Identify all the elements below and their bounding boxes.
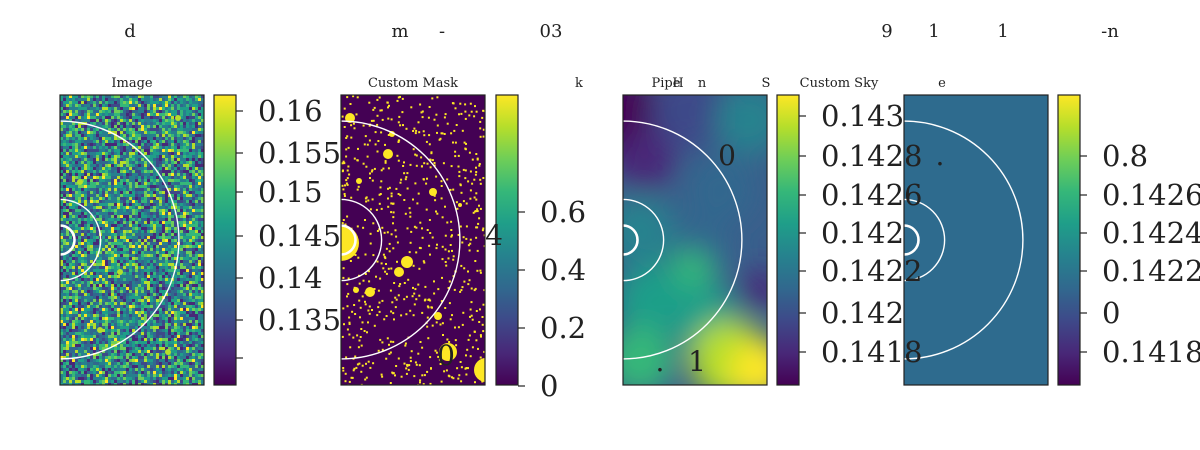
colorbar-gradient xyxy=(213,94,237,386)
top-label: - xyxy=(439,21,445,42)
colorbar-gradient xyxy=(776,94,800,386)
top-label: 1 xyxy=(997,21,1008,42)
colorbar-tick-label: 0 xyxy=(1102,296,1120,330)
colorbar-tick-label: 0 xyxy=(540,369,558,403)
colorbar-tick-label: 0.1428 xyxy=(821,139,922,173)
panel-title: Pipe xyxy=(652,76,681,91)
colorbar-tick-label: 0.1418 xyxy=(821,335,922,369)
colorbar-pipe: 0.143 0.1428 0.1426 0.142 0.1422 0.142 0.1418 xyxy=(776,94,922,386)
stray-label: . xyxy=(656,345,665,378)
panel-frame xyxy=(903,94,1049,386)
aperture-ring xyxy=(341,224,357,256)
panel-frame xyxy=(622,94,768,386)
colorbar-tick-label: 0.1418 xyxy=(1102,335,1200,369)
panel-frame xyxy=(340,94,486,386)
colorbar-tick-label: 0.1426 xyxy=(821,178,922,212)
stray-label: 1 xyxy=(688,345,706,378)
colorbar-tick-label: 0.1422 xyxy=(821,254,922,288)
aperture-ring xyxy=(60,120,180,360)
top-labels: d m - 03 9 1 1 -n xyxy=(124,21,1119,42)
aperture-ring xyxy=(341,198,383,282)
panel-frame xyxy=(59,94,205,386)
panel-custom-sky xyxy=(903,94,1049,386)
panel-pipe-sky xyxy=(622,94,768,386)
panel-image xyxy=(59,94,205,386)
colorbar-image: 0.16 0.155 0.15 0.145 0.14 0.135 xyxy=(213,94,341,386)
aperture-ring xyxy=(60,198,102,282)
stray-label: H xyxy=(672,76,683,91)
aperture-ring xyxy=(60,224,76,256)
top-label: 03 xyxy=(540,21,563,42)
stray-label: 0 xyxy=(718,139,736,172)
panel-title: Image xyxy=(111,76,153,91)
stray-label: 4 xyxy=(485,219,503,252)
colorbar-tick-label: 0.2 xyxy=(540,311,586,345)
top-label: -n xyxy=(1101,21,1119,42)
stray-label: e xyxy=(938,76,946,91)
colorbar-tick-label: 0.14 xyxy=(258,261,323,295)
colorbar-tick-label: 0.1422 xyxy=(1102,254,1200,288)
colorbar-tick-label: 0.8 xyxy=(1102,139,1148,173)
colorbar-tick-label: 0.142 xyxy=(821,296,904,330)
top-label: m xyxy=(391,21,408,42)
panel-title: Custom Sky xyxy=(800,76,879,91)
top-label: d xyxy=(124,21,136,42)
colorbar-tick-label: 0.135 xyxy=(258,303,341,337)
colorbar-gradient xyxy=(495,94,519,386)
colorbar-tick-label: 0.15 xyxy=(258,175,323,209)
stray-label: 0 xyxy=(437,339,455,372)
colorbar-tick-label: 0.1424 xyxy=(1102,216,1200,250)
panel-custom-mask xyxy=(340,94,486,386)
colorbar-tick-label: 0.6 xyxy=(540,195,586,229)
stray-label: k xyxy=(575,76,583,91)
colorbar-tick-label: 0.142 xyxy=(821,216,904,250)
stray-label: n xyxy=(698,76,707,91)
colorbar-tick-label: 0.143 xyxy=(821,99,904,133)
colorbar-tick-label: 0.16 xyxy=(258,94,323,128)
colorbar-gradient xyxy=(1057,94,1081,386)
aperture-ring xyxy=(623,224,639,256)
colorbar-tick-label: 0.145 xyxy=(258,219,341,253)
stray-label: . xyxy=(936,139,945,172)
aperture-rings xyxy=(60,120,180,360)
top-label: 1 xyxy=(928,21,939,42)
colorbar-tick-label: 0.155 xyxy=(258,136,341,170)
aperture-ring xyxy=(904,120,1024,360)
stray-label: S xyxy=(762,76,771,91)
colorbar-tick-label: 0.4 xyxy=(540,253,586,287)
colorbar-tick-label: 0.1426 xyxy=(1102,178,1200,212)
colorbar-custom-sky: 0.8 0.1426 0.1424 0.1422 0 0.1418 xyxy=(1057,94,1200,386)
aperture-ring xyxy=(904,224,920,256)
panel-title: Custom Mask xyxy=(368,76,458,91)
top-label: 9 xyxy=(881,21,892,42)
colorbar-mask: 0.6 0.4 0.2 0 xyxy=(495,94,586,403)
